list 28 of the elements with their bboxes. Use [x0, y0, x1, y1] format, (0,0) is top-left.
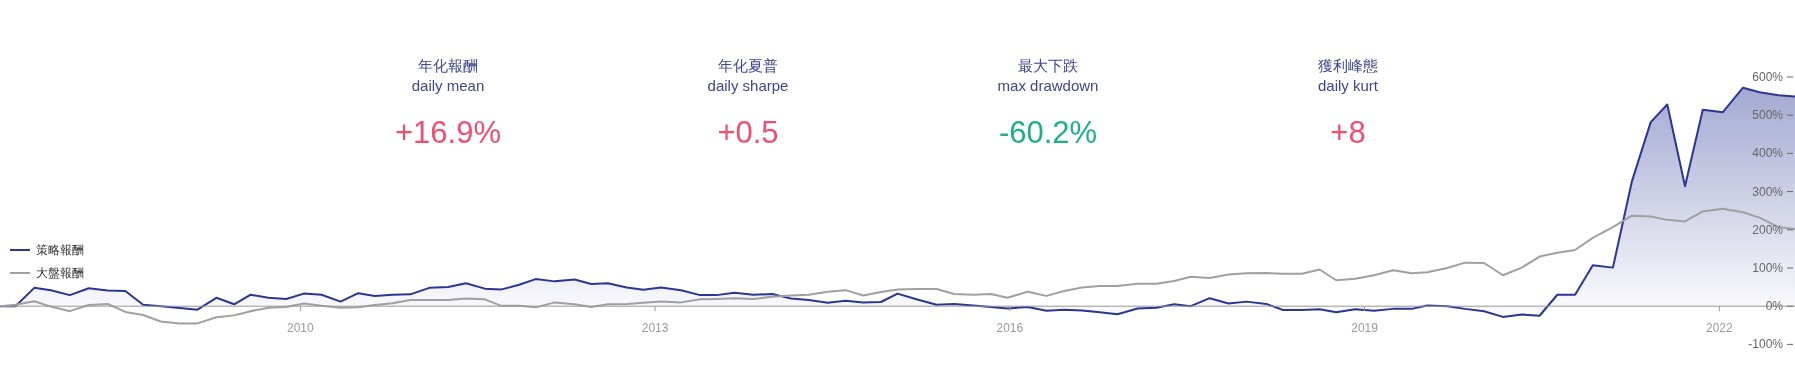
annotation: -60.2%: [998, 115, 1098, 150]
annotation: +8: [1330, 115, 1366, 150]
x-tick-label: 2022: [1705, 321, 1733, 336]
annotation: daily sharpe: [707, 77, 789, 94]
y-tick-label: 100%: [1752, 261, 1784, 275]
text: 年化報酬: [418, 57, 478, 74]
line-series: [0, 207, 1795, 325]
text: 獲利峰態: [1318, 57, 1378, 74]
y-tick-label: 0%: [1765, 299, 1784, 314]
y-tick-label: -100%: [1748, 337, 1784, 352]
y-tick-label: 500%: [1752, 108, 1784, 123]
y-tick-label: 600%: [1752, 70, 1784, 84]
legend-label: 策略報酬: [36, 243, 84, 257]
x-tick-label: 2016: [996, 321, 1024, 336]
text: 年化夏普: [718, 57, 778, 74]
annotation: daily mean: [411, 77, 485, 94]
legend-label: 大盤報酬: [36, 266, 84, 280]
x-tick-label: 2013: [641, 321, 669, 336]
y-tick-label: 300%: [1752, 184, 1784, 199]
annotation: max drawdown: [997, 77, 1099, 94]
annotation: +0.5: [717, 115, 779, 150]
x-tick-label: 2019: [1351, 321, 1379, 336]
y-tick-label: 200%: [1752, 222, 1784, 237]
annotation: daily kurt: [1317, 77, 1379, 94]
text: 最大下跌: [1018, 57, 1078, 74]
x-tick-label: 2010: [287, 321, 315, 336]
y-tick-label: 400%: [1752, 146, 1784, 161]
annotation: +16.9%: [394, 115, 502, 150]
